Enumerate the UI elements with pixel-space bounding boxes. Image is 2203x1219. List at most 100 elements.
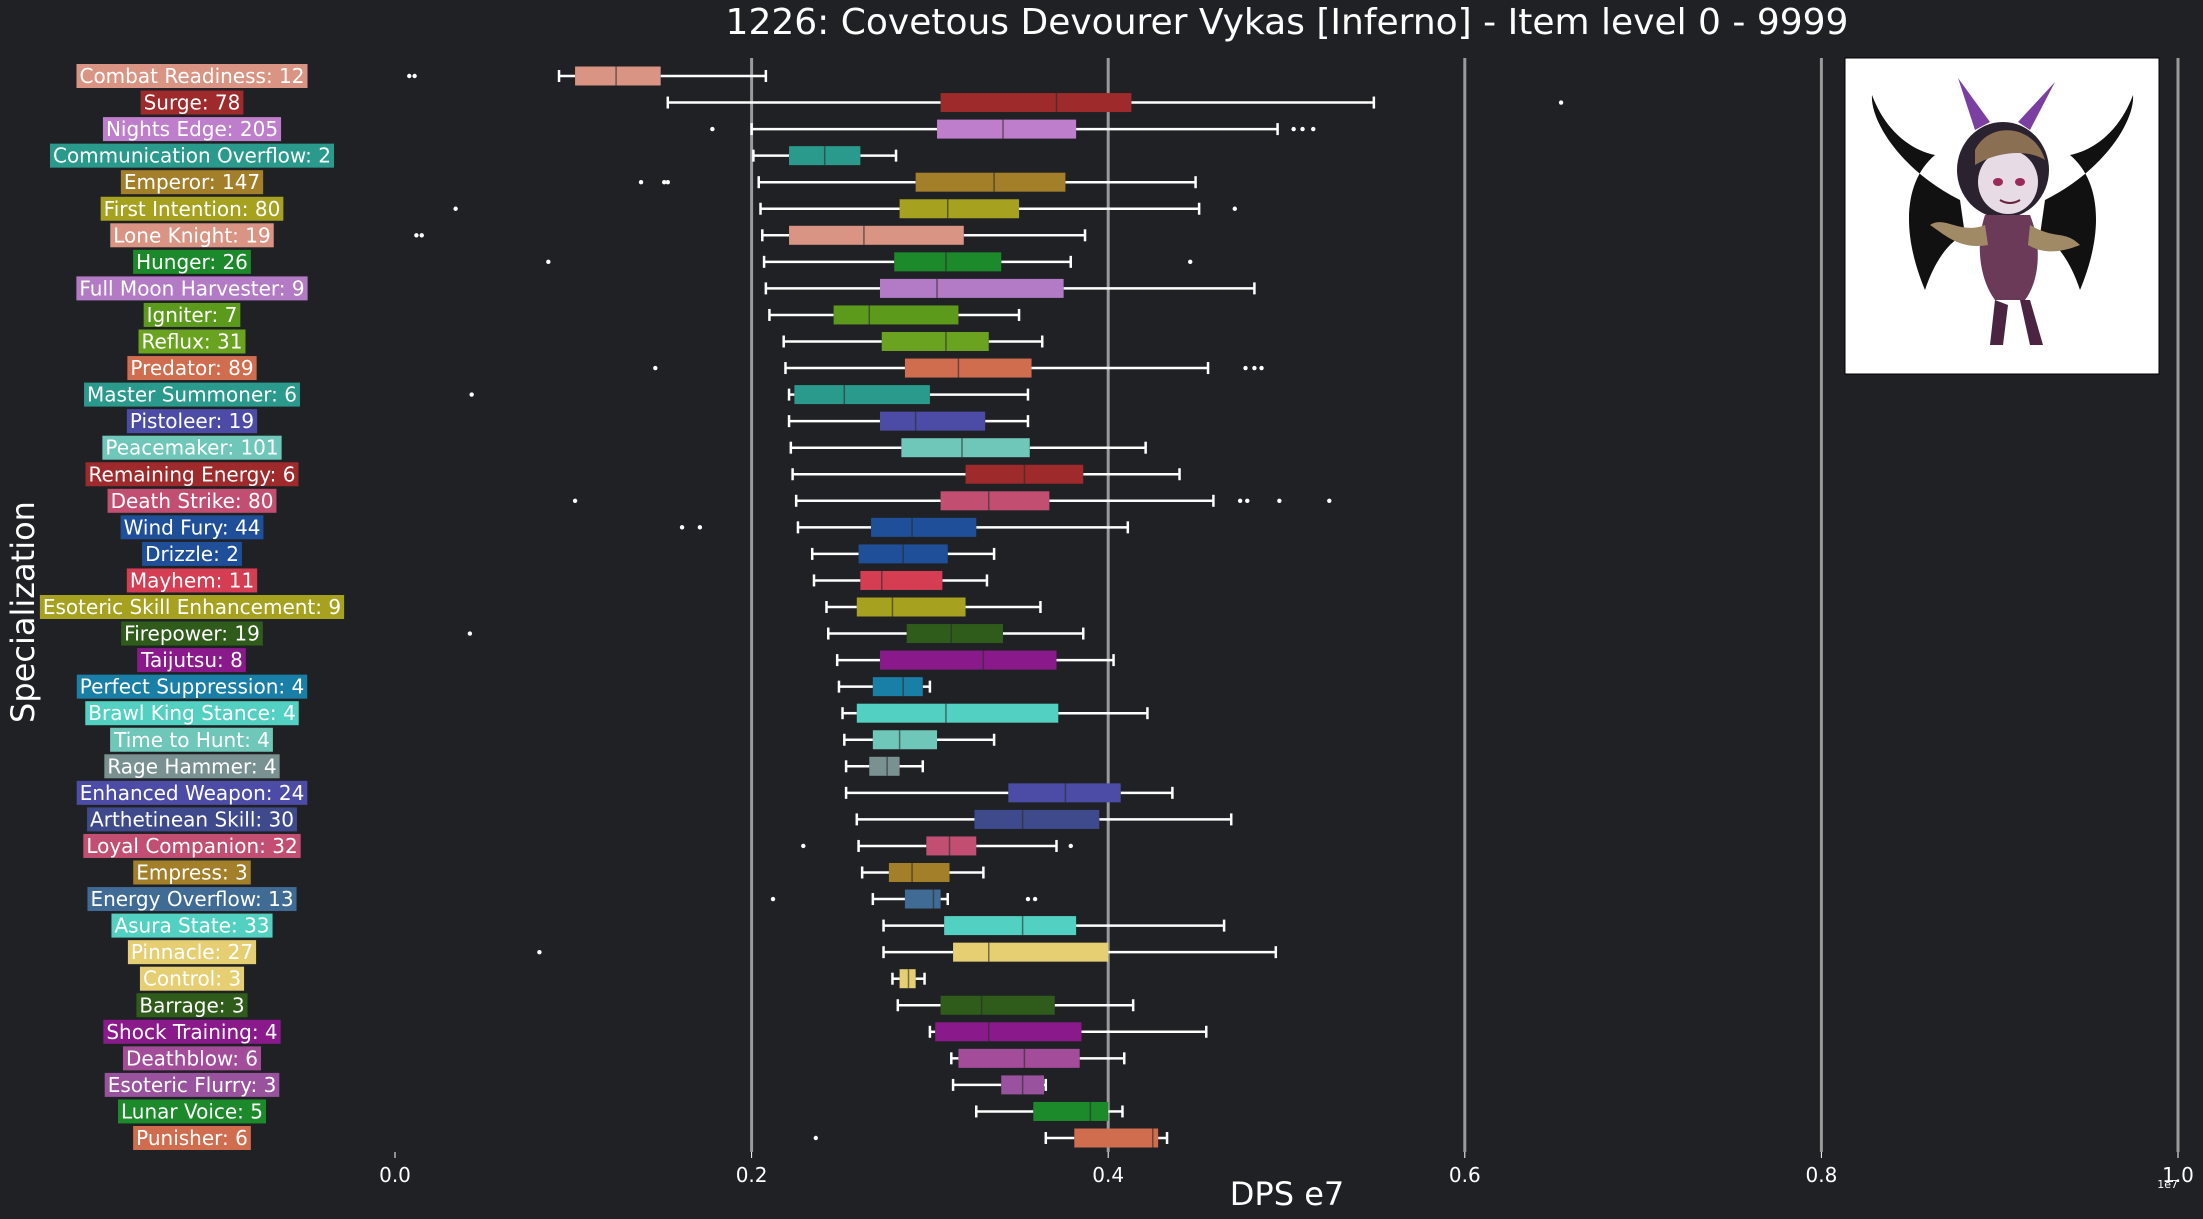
category-label-11: Predator: 89	[127, 356, 257, 381]
category-label-text: Igniter: 7	[147, 303, 238, 327]
category-label-bg	[102, 117, 282, 142]
category-label-34: Control: 3	[139, 966, 245, 991]
flier-point	[453, 206, 458, 211]
box-body	[894, 252, 1002, 272]
category-label-bg	[85, 701, 299, 726]
box-body	[904, 889, 941, 909]
box-2	[710, 119, 1316, 139]
category-label-text: Time to Hunt: 4	[113, 728, 270, 752]
box-32	[882, 916, 1226, 936]
box-40	[813, 1128, 1169, 1148]
category-label-text: Loyal Companion: 32	[86, 834, 297, 858]
box-body	[935, 1022, 1082, 1042]
category-label-text: Esoteric Skill Enhancement: 9	[43, 595, 341, 619]
category-label-text: Energy Overflow: 13	[90, 887, 293, 911]
y-axis-label: Specialization	[4, 501, 42, 723]
category-label-10: Reflux: 31	[138, 329, 246, 354]
category-label-bg	[103, 1019, 281, 1044]
category-label-38: Esoteric Flurry: 3	[104, 1072, 280, 1097]
category-label-text: Punisher: 6	[136, 1126, 248, 1150]
category-label-text: Empress: 3	[136, 861, 248, 885]
category-label-20: Esoteric Skill Enhancement: 9	[39, 595, 345, 619]
category-label-bg	[104, 1072, 280, 1097]
flier-point	[710, 126, 715, 132]
category-label-text: Esoteric Flurry: 3	[108, 1073, 277, 1097]
box-body	[1008, 783, 1121, 803]
category-label-2: Nights Edge: 205	[102, 117, 282, 142]
box-body	[879, 650, 1057, 670]
category-label-bg	[87, 807, 297, 832]
category-label-text: Remaining Energy: 6	[89, 462, 296, 486]
category-label-4: Emperor: 147	[120, 170, 264, 195]
box-body	[869, 756, 900, 776]
box-35	[896, 995, 1135, 1015]
category-label-text: Shock Training: 4	[106, 1020, 277, 1044]
flier-point	[546, 259, 551, 265]
flier-point	[1245, 498, 1250, 503]
x-axis-label: DPS e7	[1230, 1175, 1344, 1213]
category-label-bg	[85, 462, 299, 487]
box-body	[881, 332, 989, 351]
category-label-28: Arthetinean Skill: 30	[87, 807, 297, 832]
category-label-bg	[87, 887, 297, 912]
flier-point	[407, 73, 412, 79]
category-label-0: Combat Readiness: 12	[76, 64, 308, 88]
category-label-text: Asura State: 33	[114, 914, 269, 938]
flier-point	[1237, 498, 1243, 503]
category-label-3: Communication Overflow: 2	[49, 143, 335, 168]
chart-title: 1226: Covetous Devourer Vykas [Inferno] …	[726, 2, 1849, 43]
box-38	[951, 1075, 1048, 1095]
flier-point	[467, 631, 473, 636]
category-label-text: Lone Knight: 19	[113, 223, 270, 247]
flier-point	[653, 365, 658, 371]
box-body	[879, 411, 986, 431]
box-22	[835, 650, 1115, 670]
category-label-bg	[107, 488, 277, 513]
boss-portrait-icon	[1844, 57, 2160, 375]
x-tick-label: 0.2	[736, 1163, 768, 1187]
category-label-bg	[133, 249, 251, 274]
category-label-17: Wind Fury: 44	[120, 515, 264, 540]
category-label-text: Nights Edge: 205	[106, 117, 278, 141]
box-9	[768, 305, 1021, 325]
flier-point	[1327, 498, 1332, 503]
category-label-24: Brawl King Stance: 4	[85, 701, 299, 726]
category-label-bg	[39, 595, 345, 619]
flier-point	[813, 1135, 818, 1141]
category-label-bg	[117, 1099, 267, 1124]
box-body	[915, 172, 1066, 192]
flier-point	[662, 180, 667, 185]
box-1	[666, 93, 1564, 113]
category-label-text: Arthetinean Skill: 30	[90, 807, 294, 831]
category-label-22: Taijutsu: 8	[137, 648, 246, 673]
category-label-30: Empress: 3	[133, 860, 251, 885]
box-body	[937, 119, 1077, 139]
category-label-text: Barrage: 3	[139, 993, 244, 1017]
flier-point	[414, 233, 419, 238]
flier-point	[1277, 498, 1282, 503]
box-body	[1033, 1101, 1109, 1121]
box-body	[856, 597, 966, 617]
box-body	[944, 916, 1077, 936]
category-label-bg	[138, 329, 246, 354]
box-body	[901, 438, 1030, 458]
category-label-14: Peacemaker: 101	[102, 435, 282, 460]
category-label-text: First Intention: 80	[104, 197, 281, 221]
x-tick-label: 0.8	[1805, 1163, 1837, 1187]
category-label-33: Pinnacle: 27	[127, 940, 257, 965]
box-body	[958, 1048, 1080, 1068]
flier-point	[697, 525, 703, 530]
category-label-bg	[100, 196, 284, 221]
category-label-text: Death Strike: 80	[111, 489, 274, 513]
category-label-9: Igniter: 7	[143, 302, 241, 327]
category-label-text: Lunar Voice: 5	[121, 1099, 263, 1123]
box-7	[546, 252, 1193, 272]
category-label-bg	[84, 382, 300, 407]
category-label-6: Lone Knight: 19	[110, 223, 274, 248]
category-label-bg	[133, 860, 251, 885]
category-label-text: Wind Fury: 44	[124, 515, 261, 539]
boxes	[407, 66, 1564, 1148]
grid-lines	[750, 58, 2180, 1152]
